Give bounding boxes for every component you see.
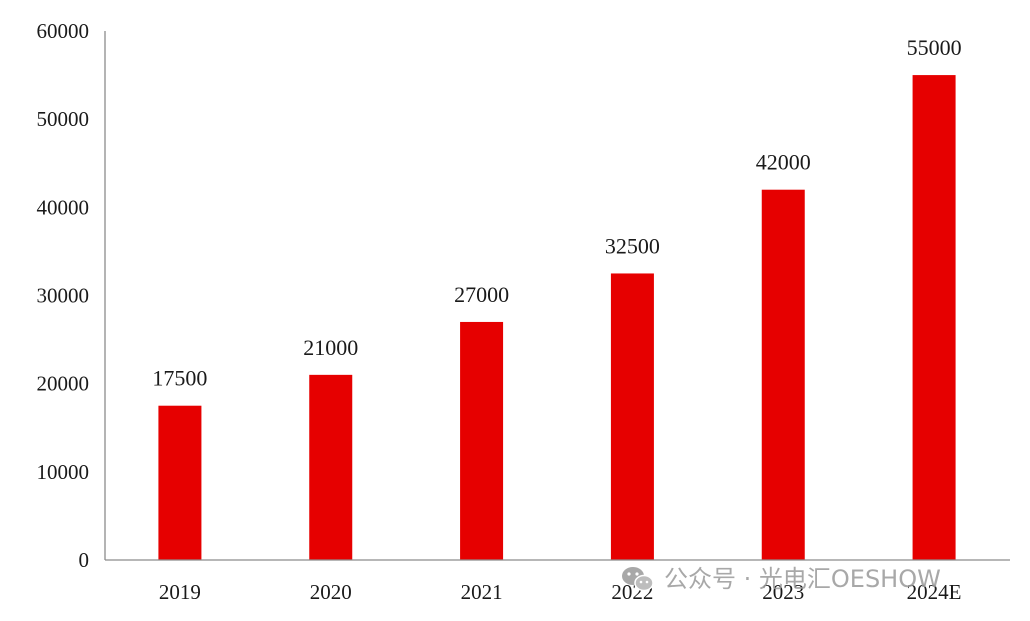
- y-tick-label: 10000: [37, 460, 90, 484]
- bar-2019: [158, 405, 202, 560]
- y-tick-label: 20000: [37, 372, 90, 396]
- data-label-2023: 42000: [756, 150, 811, 175]
- data-label-2024E: 55000: [907, 35, 962, 60]
- x-tick-label-2023: 2023: [762, 580, 804, 604]
- watermark-text: 公众号 · 光电汇OESHOW: [664, 565, 941, 593]
- y-tick-label: 60000: [37, 19, 90, 43]
- y-tick-label: 40000: [37, 195, 90, 219]
- bar-2022: [610, 273, 654, 560]
- x-tick-label-2021: 2021: [461, 580, 503, 604]
- x-tick-label-2020: 2020: [310, 580, 352, 604]
- y-tick-label: 30000: [37, 284, 90, 308]
- y-tick-label: 50000: [37, 107, 90, 131]
- data-label-2022: 32500: [605, 233, 660, 258]
- x-tick-label-2019: 2019: [159, 580, 201, 604]
- data-label-2020: 21000: [303, 335, 358, 360]
- x-tick-label-2024E: 2024E: [907, 580, 962, 604]
- watermark: 公众号 · 光电汇OESHOW: [622, 565, 941, 593]
- y-axis-ticks: 0 10000 20000 30000 40000 50000 60000: [37, 19, 90, 572]
- bar-2021: [460, 321, 504, 560]
- bar-2024E: [912, 75, 956, 560]
- bar-2020: [309, 374, 353, 560]
- data-labels: 17500 21000 27000 32500 42000 55000: [152, 35, 961, 391]
- bar-2023: [761, 189, 805, 560]
- y-tick-label: 0: [79, 548, 90, 572]
- wechat-icon: [622, 567, 654, 592]
- bars: [158, 75, 956, 560]
- data-label-2019: 17500: [152, 366, 207, 391]
- data-label-2021: 27000: [454, 282, 509, 307]
